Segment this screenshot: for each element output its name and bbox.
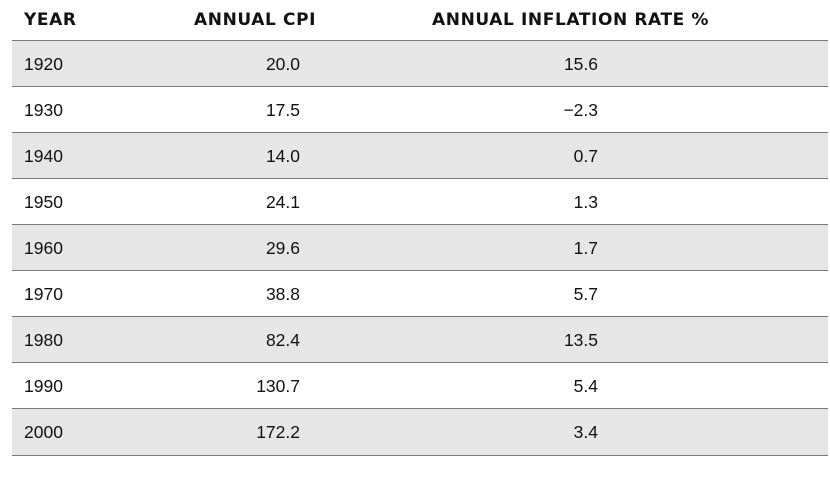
year-cell: 1940	[24, 146, 63, 166]
table-row: 1950 24.1 1.3	[12, 178, 828, 224]
table-row: 1920 20.0 15.6	[12, 40, 828, 86]
year-cell: 1950	[24, 192, 63, 212]
year-cell: 2000	[24, 422, 63, 442]
cpi-cell: 38.8	[265, 284, 300, 304]
table-row: 2000 172.2 3.4	[12, 408, 828, 456]
inflation-rate-cell: 5.7	[573, 284, 598, 304]
table-row: 1940 14.0 0.7	[12, 132, 828, 178]
inflation-rate-cell: 5.4	[573, 376, 598, 396]
cpi-cell: 130.7	[256, 376, 300, 396]
year-cell: 1960	[24, 238, 63, 258]
year-cell: 1990	[24, 376, 63, 396]
cpi-cell: 14.0	[265, 146, 300, 166]
inflation-rate-cell: 3.4	[573, 422, 598, 442]
year-cell: 1920	[24, 54, 63, 74]
table-header: YEAR ANNUAL CPI ANNUAL INFLATION RATE %	[12, 0, 828, 40]
table-row: 1990 130.7 5.4	[12, 362, 828, 408]
inflation-rate-cell: 15.6	[563, 54, 598, 74]
header-annual-cpi: ANNUAL CPI	[194, 10, 317, 30]
table-row: 1930 17.5 −2.3	[12, 86, 828, 132]
year-cell: 1980	[24, 330, 63, 350]
inflation-rate-cell: 1.7	[573, 238, 598, 258]
cpi-cell: 29.6	[265, 238, 300, 258]
inflation-rate-cell: 1.3	[573, 192, 598, 212]
header-annual-inflation-rate: ANNUAL INFLATION RATE %	[432, 10, 710, 30]
cpi-cell: 20.0	[265, 54, 300, 74]
cpi-cell: 172.2	[256, 422, 300, 442]
cpi-cell: 24.1	[265, 192, 300, 212]
cpi-cell: 17.5	[265, 100, 300, 120]
header-year: YEAR	[24, 10, 77, 30]
table-row: 1980 82.4 13.5	[12, 316, 828, 362]
inflation-rate-cell: 13.5	[563, 330, 598, 350]
cpi-cell: 82.4	[265, 330, 300, 350]
year-cell: 1930	[24, 100, 63, 120]
inflation-rate-cell: −2.3	[563, 100, 598, 120]
table-body: 1920 20.0 15.6 1930 17.5 −2.3 1940 14.0 …	[12, 40, 828, 456]
table-row: 1970 38.8 5.7	[12, 270, 828, 316]
inflation-rate-cell: 0.7	[573, 146, 598, 166]
year-cell: 1970	[24, 284, 63, 304]
table-row: 1960 29.6 1.7	[12, 224, 828, 270]
